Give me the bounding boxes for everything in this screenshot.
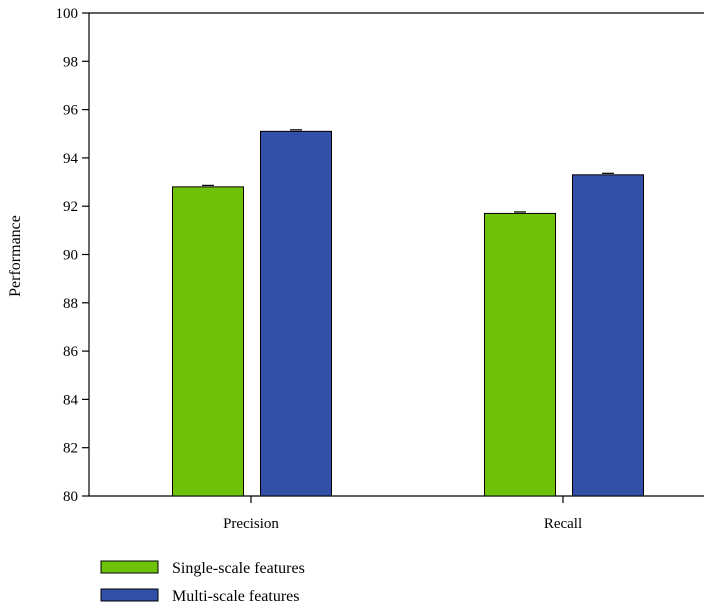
y-tick-label-9: 98 <box>63 54 78 70</box>
legend: Single-scale features Multi-scale feature… <box>100 560 305 605</box>
y-tick-label-6: 92 <box>63 199 78 215</box>
legend-swatch-0 <box>100 560 159 574</box>
y-tick-label-2: 84 <box>63 392 79 408</box>
y-tick-label-8: 96 <box>63 103 79 119</box>
y-axis-title: Performance <box>7 215 24 297</box>
legend-swatch-1 <box>100 588 159 602</box>
legend-label-1: Multi-scale features <box>172 588 300 605</box>
y-tick-label-3: 86 <box>63 344 79 360</box>
x-tick-label-0: Precision <box>223 516 279 532</box>
y-tick-label-0: 80 <box>63 489 78 505</box>
plot-area: 80 82 84 86 88 90 92 94 96 98 100 Precision Recall <box>56 6 704 532</box>
y-tick-label-7: 94 <box>63 151 79 167</box>
y-tick-label-10: 100 <box>56 6 79 22</box>
y-tick-label-5: 90 <box>63 248 78 264</box>
x-tick-label-1: Recall <box>544 516 582 532</box>
bar-recall-multi-scale <box>572 174 644 497</box>
legend-label-0: Single-scale features <box>172 560 305 577</box>
y-tick-label-1: 82 <box>63 441 78 457</box>
y-tick-label-4: 88 <box>63 296 78 312</box>
bar-precision-multi-scale <box>260 130 332 497</box>
bar-precision-single-scale <box>172 186 244 497</box>
bar-recall-single-scale <box>484 212 556 497</box>
